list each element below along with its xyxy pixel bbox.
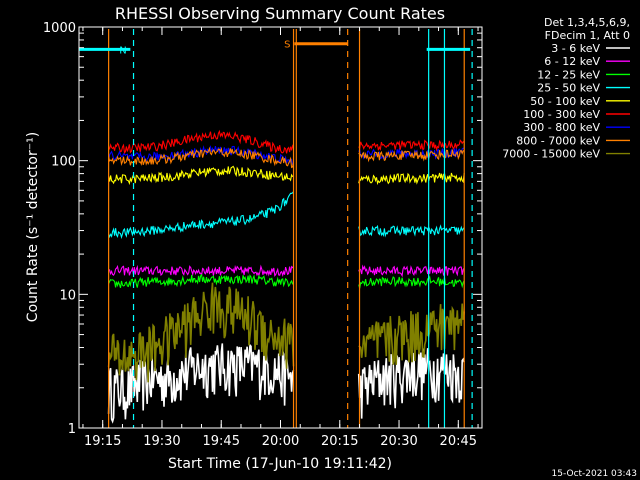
legend-entry-label: 7000 - 15000 keV [502,148,600,161]
x-tick-label: 19:45 [203,434,240,449]
plot-area: NS [79,29,473,428]
state-marker-label: S [284,40,290,51]
legend-entry-label: 3 - 6 keV [551,42,600,55]
x-tick-label: 20:30 [380,434,417,449]
series-line [108,191,294,240]
y-tick-label: 1000 [43,21,76,36]
x-tick-label: 20:45 [440,434,477,449]
x-axis-label: Start Time (17-Jun-10 19:11:42) [168,456,392,472]
x-tick-label: 19:15 [84,434,121,449]
legend-entry-label: 300 - 800 keV [523,121,600,134]
series-line [358,172,465,186]
series-line [108,273,294,288]
x-tick-label: 20:15 [321,434,358,449]
series-line [358,303,465,365]
series-line [107,282,295,383]
series-line [357,348,465,419]
y-axis-label: Count Rate (s⁻¹ detector⁻¹) [25,132,41,322]
chart-title: RHESSI Observing Summary Count Rates [115,4,445,23]
series-line [108,146,295,169]
legend-header: FDecim 1, Att 0 [545,29,630,42]
legend-header: Det 1,3,4,5,6,9, [544,16,630,29]
y-tick-label: 10 [59,288,76,303]
legend-entry-label: 800 - 7000 keV [516,134,600,147]
series-line [108,264,294,278]
state-marker-label: N [119,45,126,56]
y-tick-label: 1 [68,422,76,437]
legend-entry-label: 6 - 12 keV [544,55,600,68]
x-tick-label: 19:30 [143,434,180,449]
legend-entry-label: 100 - 300 keV [523,108,600,121]
footer-date: 15-Oct-2021 03:43 [552,469,637,479]
x-tick-label: 20:00 [262,434,299,449]
series-line [358,264,465,278]
legend-entry-label: 12 - 25 keV [537,68,600,81]
series-line [358,149,465,163]
series-line [358,275,465,289]
series-line [358,224,465,238]
legend-entry-label: 25 - 50 keV [537,82,600,95]
series-line [107,343,295,424]
axes: 19:15 19:30 19:45 20:00 20:15 20:30 20:45 1 10 10… [43,21,483,449]
series-line [358,139,465,152]
series-line [108,129,295,155]
legend: Det 1,3,4,5,6,9,FDecim 1, Att 03 - 6 keV… [502,16,630,161]
legend-entry-label: 50 - 100 keV [530,95,600,108]
y-tick-label: 100 [51,155,76,170]
series-line [108,165,294,186]
